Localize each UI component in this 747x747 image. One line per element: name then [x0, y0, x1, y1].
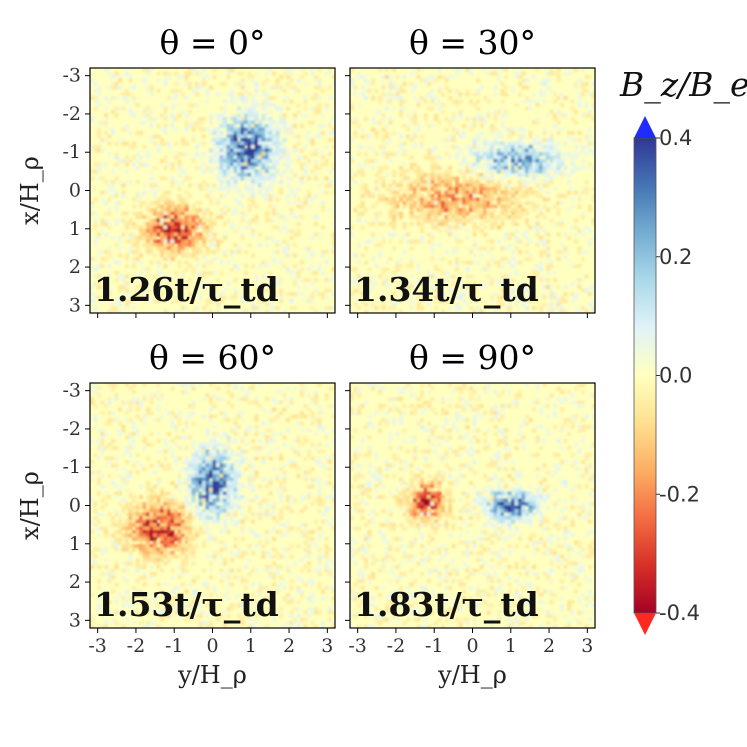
y-axis-label: x/H_ρ: [16, 471, 44, 540]
heatmap-field: [350, 383, 595, 628]
time-label: 1.83t/τ_td: [354, 585, 539, 624]
y-tick-label: 2: [69, 256, 81, 278]
colorbar: 0.4 0.2 0.0 -0.2 -0.4 B_z/B_eq: [619, 65, 747, 635]
y-tick-label: -1: [62, 456, 81, 478]
heatmap-field: [90, 68, 335, 313]
colorbar-tick-label: -0.4: [659, 601, 700, 625]
panel-title: θ = 0°: [160, 23, 266, 62]
x-tick-label: 0: [206, 635, 218, 657]
x-tick-label: -3: [88, 635, 107, 657]
y-tick-label: 2: [69, 571, 81, 593]
colorbar-tick-label: 0.4: [659, 126, 692, 150]
y-tick-label: 0: [69, 495, 81, 517]
y-tick-label: 0: [69, 180, 81, 202]
x-tick-label: 1: [245, 635, 257, 657]
colorbar-gradient: [634, 138, 656, 613]
colorbar-label: B_z/B_eq: [619, 65, 747, 105]
panel-0: -3 -2 -1 0 1 2 3 θ = 0° 1.26t/τ_td x/H_ρ: [16, 23, 336, 318]
panel-30: θ = 30° 1.34t/τ_td: [345, 23, 596, 318]
panel-title: θ = 60°: [149, 338, 276, 377]
x-tick-label: 3: [581, 635, 593, 657]
x-tick-label: 3: [321, 635, 333, 657]
x-tick-label: -2: [127, 635, 146, 657]
x-axis-label: y/H_ρ: [437, 661, 507, 689]
x-tick-label: -2: [387, 635, 406, 657]
x-tick-label: -3: [348, 635, 367, 657]
heatmap-field: [90, 383, 335, 628]
y-tick-label: 3: [69, 609, 81, 631]
panel-60: -3 -2 -1 0 1 2 3 -3 -2 -1 0 1 2 3 θ = 60° 1.53t/τ_td x/H…: [16, 338, 336, 689]
y-axis-label: x/H_ρ: [16, 156, 44, 225]
heatmap-field: [350, 68, 595, 313]
y-tick-label: -3: [62, 380, 81, 402]
y-tick-label: -3: [62, 65, 81, 87]
y-tick-label: -2: [62, 103, 81, 125]
panel-title: θ = 90°: [409, 338, 536, 377]
colorbar-tick-label: 0.2: [659, 245, 692, 269]
x-tick-label: 1: [505, 635, 517, 657]
y-tick-label: 3: [69, 294, 81, 316]
time-label: 1.26t/τ_td: [94, 270, 279, 309]
y-tick-label: -2: [62, 418, 81, 440]
x-tick-label: 2: [543, 635, 555, 657]
panel-title: θ = 30°: [409, 23, 536, 62]
x-tick-label: 0: [466, 635, 478, 657]
colorbar-tick-label: -0.2: [659, 482, 700, 506]
time-label: 1.34t/τ_td: [354, 270, 539, 309]
x-tick-label: -1: [165, 635, 184, 657]
y-tick-label: 1: [69, 533, 81, 555]
colorbar-extend-max: [634, 116, 656, 138]
x-axis-label: y/H_ρ: [177, 661, 247, 689]
panel-90: -3 -2 -1 0 1 2 3 θ = 90° 1.83t/τ_td y/H_ρ: [345, 338, 596, 689]
x-tick-label: 2: [283, 635, 295, 657]
y-tick-label: 1: [69, 218, 81, 240]
time-label: 1.53t/τ_td: [94, 585, 279, 624]
colorbar-tick-label: 0.0: [659, 364, 692, 388]
y-tick-label: -1: [62, 141, 81, 163]
colorbar-extend-min: [634, 613, 656, 635]
x-tick-label: -1: [425, 635, 444, 657]
